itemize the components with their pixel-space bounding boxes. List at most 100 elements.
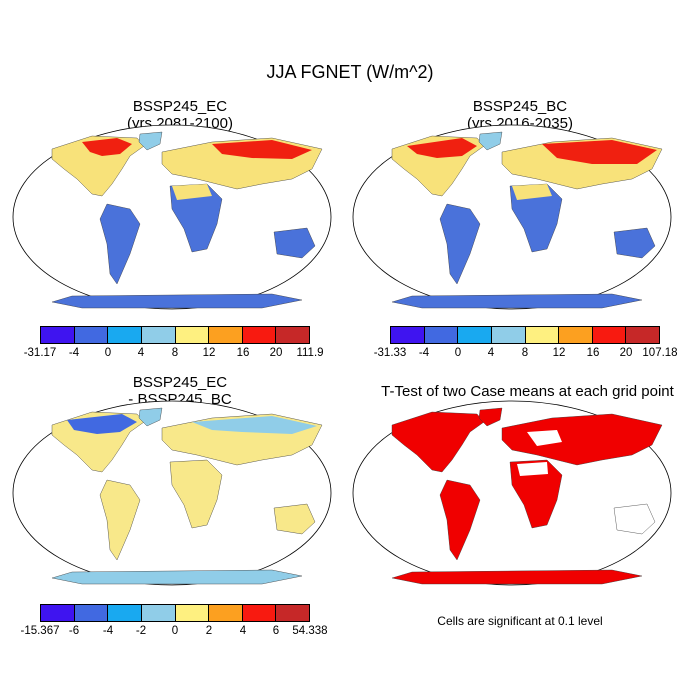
colorbar-1 (40, 326, 310, 344)
colorbar-3-label: 0 (171, 625, 179, 637)
map-4-africa-gap (517, 462, 548, 476)
colorbar-2-label: 8 (521, 347, 529, 359)
colorbar-3-swatch (209, 605, 243, 621)
colorbar-3-label: 2 (205, 625, 213, 637)
map-4-greenland (478, 407, 503, 427)
map-panel-1 (12, 124, 332, 310)
map-4-antarctica (391, 569, 643, 585)
panel-4-title: T-Test of two Case means at each grid po… (355, 383, 700, 400)
map-panel-4 (352, 400, 672, 586)
map-2-eurasia-north (542, 140, 657, 164)
map-1-eurasia-north (212, 140, 312, 159)
colorbar-2-swatch (559, 327, 593, 343)
map-1-na-north (82, 138, 132, 156)
map-1-australia (273, 227, 316, 259)
map-4-africa (509, 459, 563, 529)
panel-4-title-line1: T-Test of two Case means at each grid po… (381, 383, 674, 400)
colorbar-2-swatch (525, 327, 560, 343)
colorbar-2-labels: -31.33 -4 0 4 8 12 16 20 107.18 (370, 347, 680, 361)
map-4-eurasia (501, 413, 663, 466)
map-3-antarctica (51, 569, 303, 585)
colorbar-1-label: 16 (236, 347, 250, 359)
significance-note: Cells are significant at 0.1 level (437, 614, 603, 628)
map-3-svg (12, 400, 332, 586)
map-3-africa (169, 459, 223, 529)
map-2-antarctica (391, 293, 643, 309)
panel-3-title-line1: BSSP245_EC (132, 374, 228, 391)
map-2-south-america (439, 203, 481, 285)
colorbar-2-label: 16 (586, 347, 600, 359)
colorbar-1-swatch (276, 327, 309, 343)
map-4-svg (352, 400, 672, 586)
map-1-africa (169, 183, 223, 253)
panel-2-title-line1: BSSP245_BC (472, 98, 568, 115)
map-1-south-america (99, 203, 141, 285)
colorbar-3-swatch (242, 605, 277, 621)
map-2-africa-north (512, 184, 552, 200)
colorbar-1-swatch (175, 327, 210, 343)
map-panel-2 (352, 124, 672, 310)
panel-1-title-line1: BSSP245_EC (132, 98, 228, 115)
colorbar-2-label: 0 (454, 347, 462, 359)
colorbar-1-labels: -31.17 -4 0 4 8 12 16 20 111.9 (20, 347, 330, 361)
map-3-na-north (67, 414, 137, 434)
colorbar-3-label: -15.367 (20, 625, 60, 637)
map-1-greenland (138, 131, 163, 151)
colorbar-1-label: -4 (68, 347, 80, 359)
colorbar-1-swatch (74, 327, 109, 343)
colorbar-2-swatch (458, 327, 492, 343)
colorbar-2-label: 20 (619, 347, 633, 359)
map-2-greenland (478, 131, 503, 151)
colorbar-2-swatch (491, 327, 526, 343)
colorbar-3-label: -6 (68, 625, 80, 637)
colorbar-3-label: 54.338 (292, 625, 328, 637)
colorbar-1-label: 12 (202, 347, 216, 359)
colorbar-2-swatch (424, 327, 459, 343)
colorbar-1-swatch (242, 327, 277, 343)
colorbar-1-label: 8 (171, 347, 179, 359)
map-4-australia (613, 503, 656, 535)
map-4-north-america (391, 411, 485, 473)
map-1-antarctica (51, 293, 303, 309)
colorbar-2 (390, 326, 660, 344)
colorbar-3-swatch (276, 605, 309, 621)
map-panel-3 (12, 400, 332, 586)
colorbar-1-label: 0 (104, 347, 112, 359)
colorbar-3-label: 6 (272, 625, 280, 637)
colorbar-2-label: 4 (487, 347, 495, 359)
figure-title: JJA FGNET (W/m^2) (266, 62, 434, 82)
colorbar-1-swatch (141, 327, 176, 343)
colorbar-3-label: -2 (135, 625, 147, 637)
map-2-australia (613, 227, 656, 259)
colorbar-1-label: 20 (269, 347, 283, 359)
colorbar-1-swatch (41, 327, 75, 343)
colorbar-1-swatch (108, 327, 142, 343)
colorbar-3-label: -4 (102, 625, 114, 637)
colorbar-1-swatch (209, 327, 243, 343)
colorbar-2-swatch (592, 327, 627, 343)
colorbar-3-labels: -15.367 -6 -4 -2 0 2 4 6 54.338 (20, 625, 330, 639)
colorbar-3 (40, 604, 310, 622)
colorbar-2-label: 12 (552, 347, 566, 359)
colorbar-3-swatch (175, 605, 210, 621)
map-2-svg (352, 124, 672, 310)
colorbar-2-swatch (626, 327, 659, 343)
map-4-eurasia-gap (527, 430, 562, 446)
colorbar-1-label: 4 (137, 347, 145, 359)
colorbar-3-swatch (41, 605, 75, 621)
colorbar-2-label: -31.33 (373, 347, 407, 359)
colorbar-2-label: 107.18 (642, 347, 678, 359)
colorbar-2-label: -4 (418, 347, 430, 359)
colorbar-1-label: 111.9 (296, 347, 324, 359)
colorbar-3-swatch (141, 605, 176, 621)
map-3-greenland (138, 407, 163, 427)
map-4-south-america (439, 479, 481, 561)
map-1-svg (12, 124, 332, 310)
map-2-na-north (407, 138, 477, 158)
colorbar-3-swatch (74, 605, 109, 621)
map-3-eurasia-north (192, 416, 317, 434)
colorbar-3-label: 4 (239, 625, 247, 637)
colorbar-3-swatch (108, 605, 142, 621)
map-3-south-america (99, 479, 141, 561)
colorbar-1-label: -31.17 (23, 347, 57, 359)
